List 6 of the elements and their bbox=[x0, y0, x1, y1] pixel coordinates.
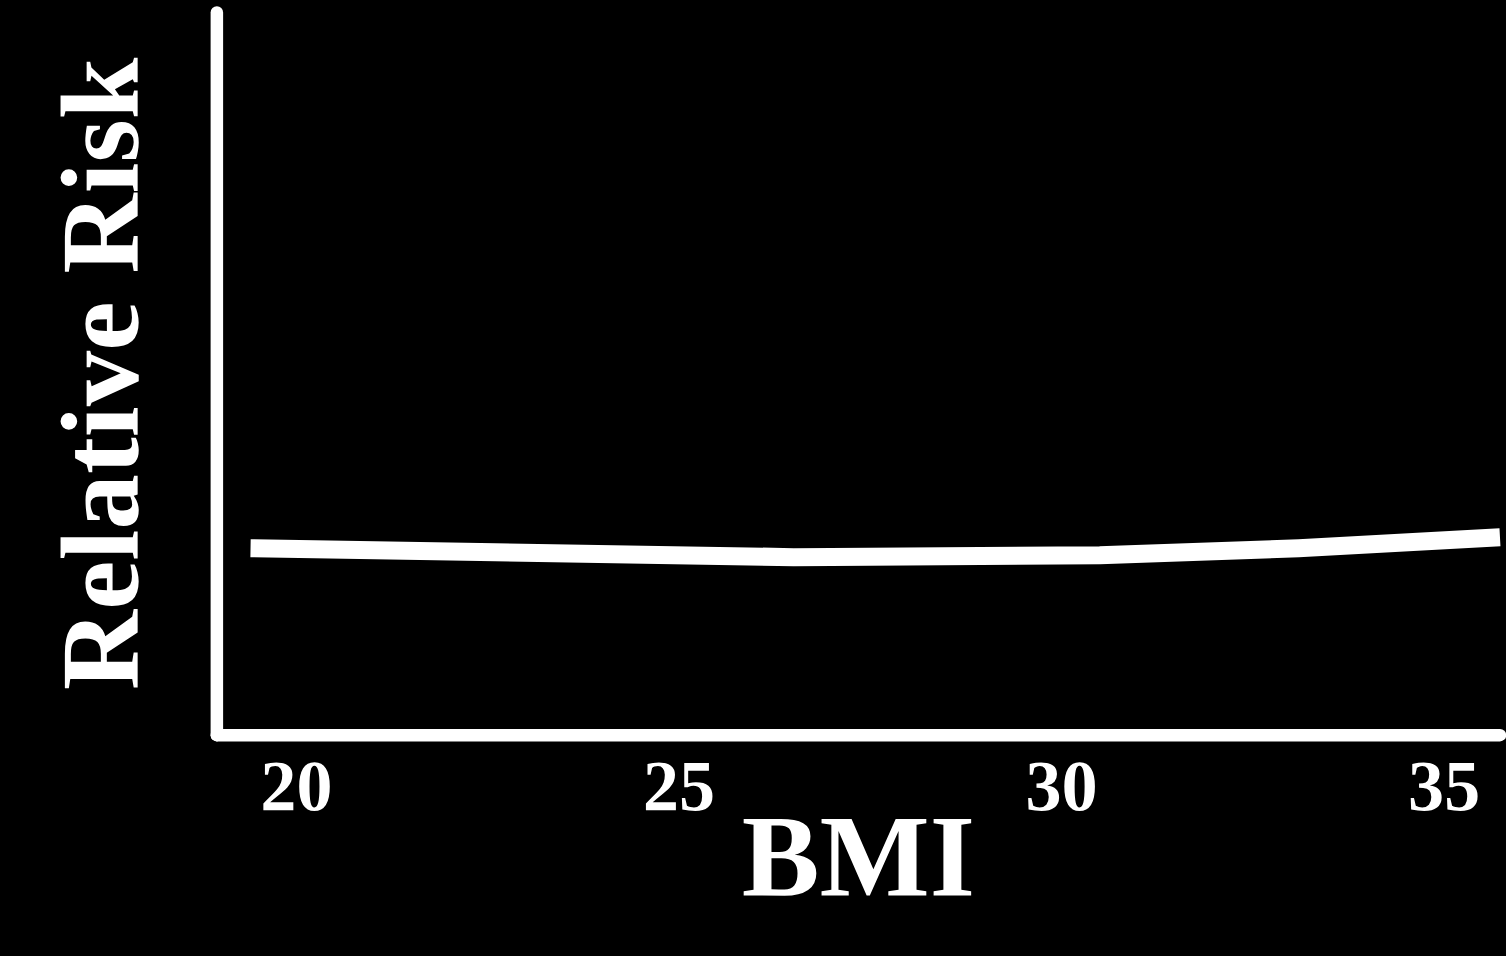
x-tick-label: 25 bbox=[645, 762, 713, 811]
x-tick-label: 30 bbox=[1028, 762, 1095, 811]
x-tick-label: 35 bbox=[1410, 762, 1478, 811]
y-axis-title: Relative Risk bbox=[60, 57, 139, 689]
x-axis-title: BMI bbox=[743, 819, 972, 896]
x-tick-label: 20 bbox=[263, 762, 330, 811]
